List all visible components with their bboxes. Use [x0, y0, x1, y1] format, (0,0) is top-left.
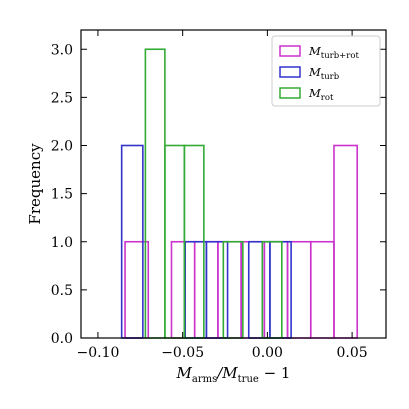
bar-turb-6 [247, 240, 271, 339]
bar-turb_rot-5 [240, 240, 266, 339]
bar-turb-4 [205, 240, 229, 339]
bar-rot-4 [222, 240, 244, 339]
y-tick-label: 0.5 [51, 283, 73, 299]
x-tick-label: −0.10 [76, 345, 119, 361]
x-axis-title-mid: /M [215, 364, 238, 382]
y-axis: 0.0 0.5 1.0 1.5 2.0 2.5 3.0 [51, 42, 386, 347]
legend-swatch-rot [279, 87, 301, 99]
y-tick-label: 2.0 [51, 139, 73, 155]
y-tick-label: 2.5 [51, 90, 73, 106]
x-tick-label: −0.05 [161, 345, 204, 361]
x-tick-label: 0.05 [337, 345, 368, 361]
bar-turb_rot-2 [170, 240, 196, 339]
x-axis: −0.10 −0.05 0.00 0.05 [76, 30, 368, 361]
x-axis-title-tail: − 1 [259, 364, 291, 382]
y-tick-label: 3.0 [51, 42, 73, 58]
legend-label-turb_rot: Mturb+rot [308, 44, 359, 61]
x-axis-title-main: M [176, 364, 193, 382]
x-axis-title: Marms/Mtrue − 1 [176, 364, 291, 385]
y-tick-label: 1.0 [51, 235, 73, 251]
legend: Mturb+rot Mturb Mrot [271, 35, 381, 107]
y-axis-title: Frequency [26, 143, 44, 225]
bar-turb_rot-4 [217, 240, 242, 339]
plot-frame [80, 29, 387, 339]
x-tick-label: 0.00 [252, 345, 283, 361]
bar-turb_rot-9 [333, 144, 358, 339]
x-axis-title-sub2: true [238, 374, 259, 385]
x-axis-title-sub1: arms [192, 374, 217, 385]
legend-swatch-turb [279, 66, 301, 78]
y-tick-label: 1.5 [51, 187, 73, 203]
legend-label-rot: Mrot [308, 86, 334, 103]
bar-rot-6 [261, 240, 283, 339]
bar-turb_rot-6 [263, 240, 289, 339]
bar-turb_rot-8 [309, 240, 335, 339]
y-tick-label: 0.0 [51, 331, 73, 347]
legend-swatch-turb_rot [279, 45, 301, 57]
legend-label-turb: Mturb [308, 65, 340, 82]
legend-items: Mturb+rot Mturb Mrot [279, 44, 359, 103]
series-rot [144, 48, 283, 339]
